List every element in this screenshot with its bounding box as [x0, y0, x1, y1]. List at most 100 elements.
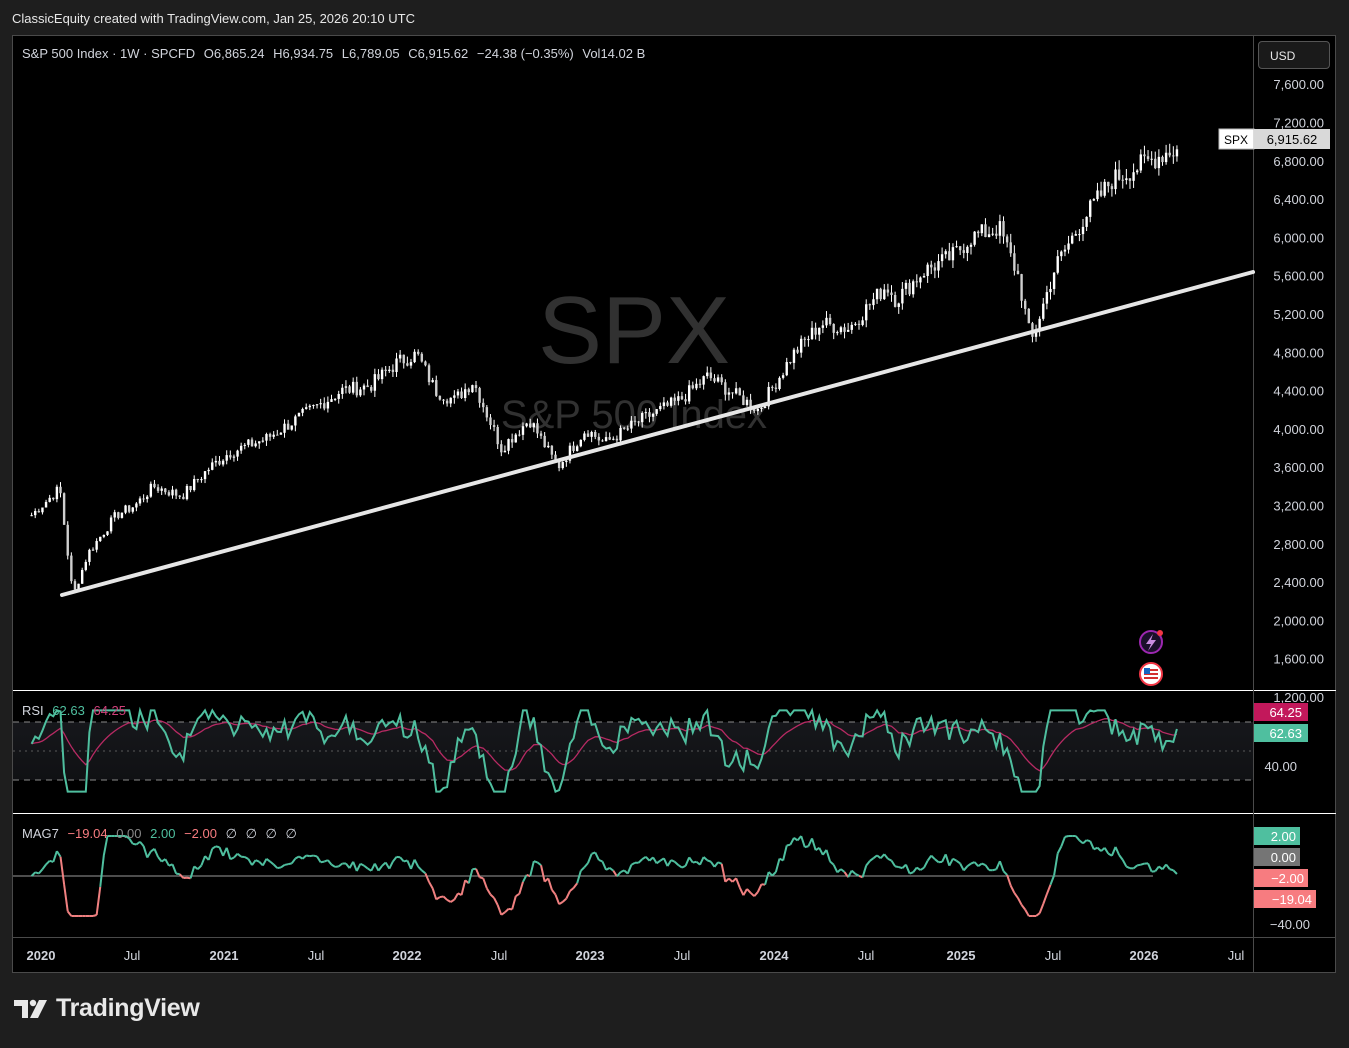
candle-body	[745, 399, 749, 405]
candle-body	[597, 436, 601, 441]
candle-body	[409, 362, 413, 366]
mag7-segment	[753, 891, 759, 897]
mag7-segment	[500, 911, 506, 916]
mag7-segment	[742, 888, 748, 896]
candle-body	[594, 431, 597, 437]
price-axis[interactable]: 7,600.00 7,200.00 6,800.00 6,400.00 6,000.00…	[1273, 77, 1324, 705]
us-flag-icon[interactable]	[1139, 662, 1163, 686]
mag7-segment	[1082, 839, 1088, 845]
candle-body	[749, 399, 752, 410]
mag7-segment	[637, 858, 643, 864]
mag7-segment	[142, 845, 149, 858]
mag-legend-v7: ∅	[265, 826, 277, 841]
candle-body	[30, 515, 33, 517]
mag7-segment	[1121, 859, 1128, 868]
mag7-segment	[818, 847, 824, 856]
candle-body	[767, 386, 770, 407]
currency-button[interactable]: USD	[1258, 41, 1330, 69]
candle-body	[80, 569, 84, 584]
candle-body	[127, 505, 131, 512]
candle-body	[547, 445, 550, 448]
mag7-segment	[30, 871, 36, 877]
mag7-segment	[334, 865, 339, 868]
price-axis-label: 6,400.00	[1273, 192, 1324, 207]
mag7-segment	[923, 860, 929, 869]
candle-body	[799, 338, 803, 353]
mag7-segment	[569, 887, 575, 892]
candle-body	[1023, 300, 1027, 309]
ohlc-legend[interactable]: S&P 500 Index · 1W · SPCFD O6,865.24 H6,…	[22, 46, 650, 61]
mag7-segment	[948, 858, 954, 867]
trendline[interactable]	[60, 270, 1255, 597]
mag7-segment	[175, 872, 180, 876]
candle-body	[575, 446, 579, 451]
candle-body	[644, 412, 648, 414]
candle-body	[836, 332, 839, 334]
tradingview-logo[interactable]: TradingView	[14, 994, 200, 1023]
candle-body	[290, 425, 293, 430]
mag7-segment	[417, 865, 423, 872]
time-axis-label: Jul	[858, 948, 875, 963]
time-axis-label: 2021	[210, 948, 239, 963]
mag7-segment	[930, 854, 936, 860]
time-axis-label: Jul	[1045, 948, 1062, 963]
mag7-segment	[919, 866, 925, 871]
mag7-segment	[674, 861, 680, 866]
rsi-value-tag: 62.63	[1269, 726, 1302, 741]
price-axis-label: 5,600.00	[1273, 269, 1324, 284]
mag7-segment	[493, 897, 499, 906]
mag7-segment	[352, 861, 358, 872]
mag7-segment	[840, 868, 846, 873]
mag7-segment	[1045, 884, 1052, 895]
candle-body	[435, 380, 438, 396]
mag7-segment	[1060, 836, 1066, 847]
mag7-segment	[692, 860, 697, 864]
flash-icon[interactable]	[1139, 630, 1163, 654]
candle-body	[34, 510, 37, 516]
legend-close: C6,915.62	[408, 46, 469, 61]
candle-body	[630, 420, 633, 429]
candle-body	[185, 485, 189, 500]
candle-body	[463, 389, 467, 399]
mag7-segment	[717, 861, 723, 865]
candle-body	[843, 327, 846, 332]
candle-body	[875, 288, 879, 300]
candle-body	[612, 438, 615, 440]
mag7-segment	[572, 882, 578, 889]
candle-body	[135, 503, 138, 508]
candle-body	[1175, 149, 1179, 157]
rsi-legend[interactable]: RSI 62.63 64.25	[22, 703, 131, 718]
candle-body	[669, 397, 673, 406]
candle-body	[1070, 235, 1074, 244]
candle-body	[1081, 226, 1085, 235]
mag7-segment	[207, 848, 214, 861]
mag-tag-c: −2.00	[1271, 871, 1304, 886]
rsi-legend-name: RSI	[22, 703, 44, 718]
time-axis-label: Jul	[491, 948, 508, 963]
candle-body	[1161, 156, 1164, 163]
mag7-segment	[926, 855, 933, 862]
candle-body	[460, 391, 463, 399]
mag7-segment	[135, 840, 141, 846]
time-axis[interactable]: 2020 Jul 2021 Jul 2022 Jul 2023 Jul 2024 Jul 2025 J…	[27, 948, 1245, 963]
mag-legend[interactable]: MAG7 −19.04 0.00 2.00 −2.00 ∅ ∅ ∅ ∅	[22, 826, 302, 842]
mag7-segment	[576, 870, 582, 884]
mag7-segment	[670, 859, 676, 863]
candle-body	[539, 433, 543, 436]
time-axis-label: 2024	[760, 948, 790, 963]
candle-body	[344, 386, 348, 388]
mag7-segment	[244, 856, 249, 860]
candle-body	[1009, 242, 1012, 254]
candle-body	[557, 461, 561, 469]
mag7-segment	[1006, 874, 1012, 886]
candle-body	[734, 388, 738, 394]
mag7-segment	[1096, 846, 1102, 852]
mag7-segment	[179, 873, 185, 879]
price-axis-label: 2,400.00	[1273, 575, 1324, 590]
candle-body	[622, 427, 626, 429]
candle-body	[431, 380, 434, 383]
mag7-segment	[554, 894, 561, 905]
candle-body	[995, 233, 998, 236]
mag7-segment	[1038, 903, 1045, 914]
